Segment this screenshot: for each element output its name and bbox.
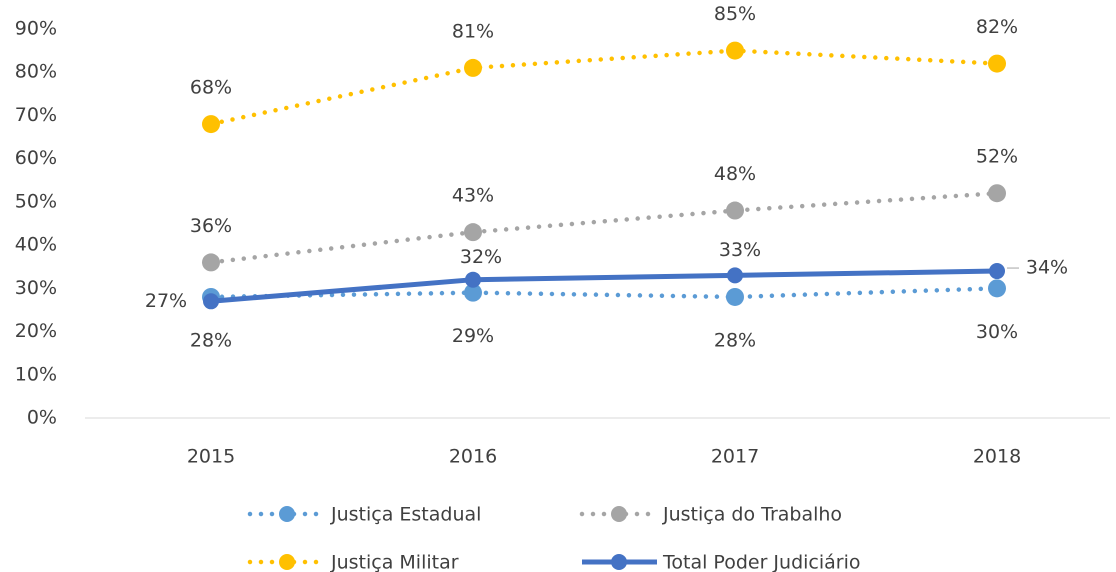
point [202,253,220,272]
y-tick-label: 60% [15,147,57,169]
legend-marker [611,554,627,570]
legend-label: Total Poder Judiciário [662,552,861,572]
y-tick-label: 0% [27,407,57,429]
y-tick-label: 50% [15,190,57,212]
point [988,54,1006,73]
point [988,279,1006,298]
x-tick-label: 2018 [973,446,1021,468]
x-tick-label: 2016 [449,446,497,468]
data-label: 52% [976,146,1018,168]
y-tick-label: 30% [15,277,57,299]
series-line [208,190,1000,265]
point [726,287,744,306]
point [464,283,482,302]
y-tick-label: 70% [15,104,57,126]
point [726,41,744,60]
x-tick-label: 2015 [187,446,235,468]
y-tick-label: 80% [15,61,57,83]
data-label: 81% [452,20,494,42]
point [726,201,744,220]
point [989,263,1005,280]
data-label: 48% [714,163,756,185]
y-tick-label: 90% [15,18,57,40]
y-tick-label: 20% [15,320,57,342]
data-label: 30% [976,321,1018,343]
data-label: 28% [714,329,756,351]
data-label: 85% [714,3,756,25]
legend-marker [611,506,627,522]
point [988,184,1006,203]
series-line [208,286,1000,300]
point [202,115,220,134]
series-line [208,48,1000,127]
data-label: 27% [145,290,187,312]
legend-label: Justiça Militar [330,552,459,572]
data-label: 29% [452,325,494,347]
point [203,293,219,310]
y-tick-label: 10% [15,363,57,385]
data-label: 33% [719,239,761,261]
data-label: 32% [460,246,502,268]
point [727,267,743,284]
data-label: 28% [190,329,232,351]
y-tick-label: 40% [15,234,57,256]
point [465,271,481,288]
legend-marker [279,506,295,522]
x-tick-label: 2017 [711,446,759,468]
series-line [210,268,998,304]
legend-label: Justiça do Trabalho [662,504,842,526]
legend-label: Justiça Estadual [330,504,481,526]
data-label: 36% [190,215,232,237]
data-label: 43% [452,185,494,207]
data-label: 82% [976,16,1018,38]
data-label: 34% [1026,257,1068,279]
point [464,58,482,77]
legend-marker [279,554,295,570]
data-label: 68% [190,77,232,99]
point [464,223,482,242]
